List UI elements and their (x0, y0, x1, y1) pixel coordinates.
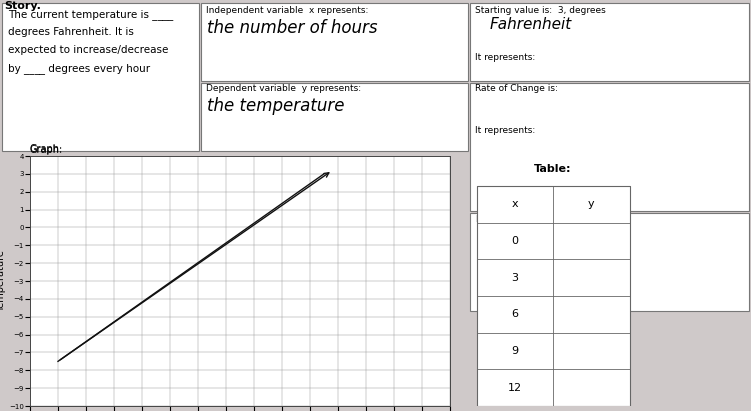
Text: The current temperature is ____: The current temperature is ____ (8, 9, 173, 20)
Text: expected to increase/decrease: expected to increase/decrease (8, 45, 168, 55)
Bar (470, 83, 749, 211)
Text: Independent variable  x represents:: Independent variable x represents: (206, 6, 369, 15)
Text: degrees Fahrenheit. It is: degrees Fahrenheit. It is (8, 27, 134, 37)
Text: Graph:: Graph: (30, 144, 63, 154)
Text: 6: 6 (511, 309, 518, 319)
Text: the number of hours: the number of hours (207, 19, 378, 37)
Text: Equation:: Equation: (475, 215, 518, 224)
Bar (470, 213, 749, 311)
Bar (201, 83, 468, 151)
Text: 12: 12 (508, 383, 522, 393)
Text: Table:: Table: (534, 164, 572, 173)
Text: Graph:: Graph: (30, 145, 63, 155)
Text: y: y (588, 199, 595, 209)
Text: Story.: Story. (4, 1, 41, 11)
Text: 9: 9 (511, 346, 518, 356)
Text: 0: 0 (511, 236, 518, 246)
Text: Starting value is:  3, degrees: Starting value is: 3, degrees (475, 6, 606, 15)
Y-axis label: Temperature: Temperature (0, 250, 6, 312)
Text: Fahrenheit: Fahrenheit (490, 17, 572, 32)
Text: Rate of Change is:: Rate of Change is: (475, 84, 558, 93)
Bar (201, 3, 468, 81)
Text: It represents:: It represents: (475, 126, 535, 135)
Text: 3: 3 (511, 272, 518, 283)
Bar (470, 3, 749, 81)
Bar (476, 186, 629, 406)
Text: by ____ degrees every hour: by ____ degrees every hour (8, 63, 150, 74)
Text: the temperature: the temperature (207, 97, 345, 115)
Text: Dependent variable  y represents:: Dependent variable y represents: (206, 84, 361, 93)
Bar (2, 3, 199, 151)
Text: It represents:: It represents: (475, 53, 535, 62)
Text: x: x (511, 199, 518, 209)
